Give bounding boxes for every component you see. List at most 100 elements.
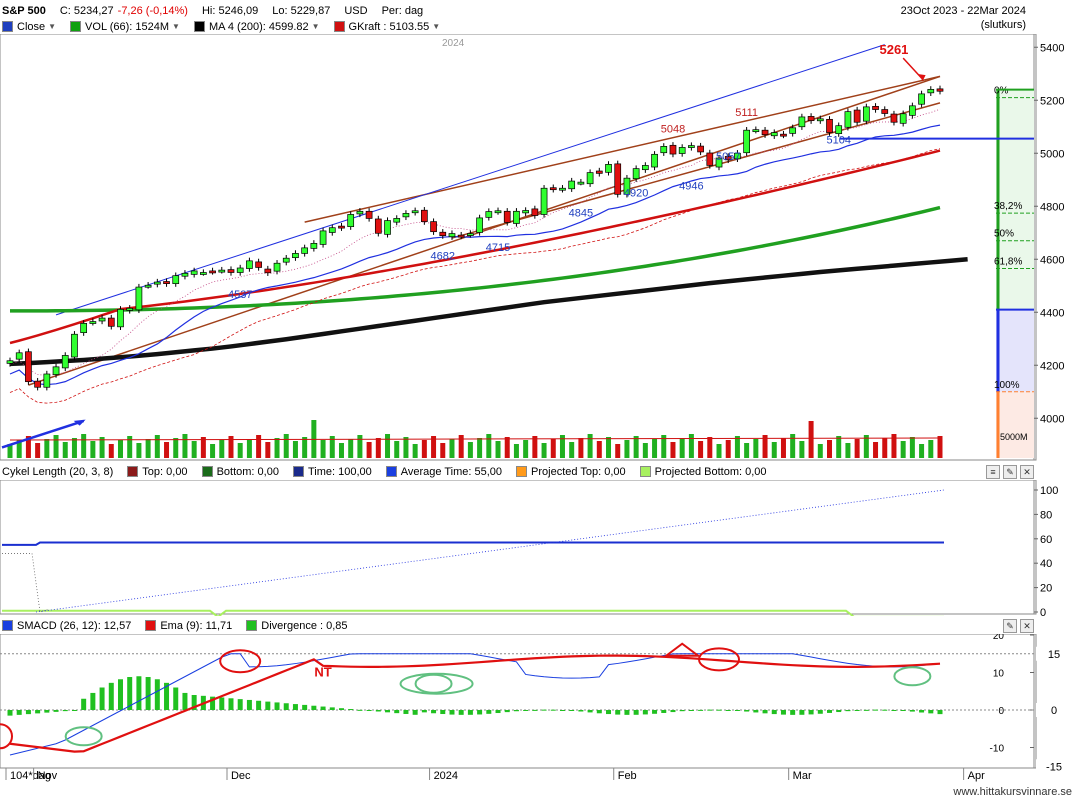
histogram-bar bbox=[81, 698, 87, 710]
wrench-icon[interactable]: ✎ bbox=[1003, 619, 1017, 633]
histogram-bar bbox=[698, 709, 704, 711]
candle bbox=[402, 213, 410, 218]
wrench-icon[interactable]: ✎ bbox=[1003, 465, 1017, 479]
volume-bar bbox=[486, 434, 492, 458]
price-chart[interactable]: 4000 4200 4400 4600 4800 5000 5200 5400 2024 0% 38… bbox=[0, 34, 1080, 462]
histogram-bar bbox=[928, 710, 934, 714]
volume-bar bbox=[357, 435, 363, 458]
volume-bar bbox=[449, 439, 455, 458]
legend-swatch bbox=[193, 21, 205, 32]
histogram-bar bbox=[385, 710, 391, 713]
histogram-bar bbox=[578, 710, 584, 712]
histogram-bar bbox=[790, 710, 796, 715]
histogram-bar bbox=[854, 710, 860, 711]
candle bbox=[144, 284, 152, 288]
volume-bar bbox=[495, 441, 501, 458]
volume-bar bbox=[53, 435, 59, 458]
candle bbox=[218, 269, 226, 273]
footer-url[interactable]: www.hittakursvinnare.se bbox=[953, 786, 1072, 798]
legend-close[interactable]: Close ▼ bbox=[2, 21, 56, 33]
legend-projected-bottom: Projected Bottom: 0,00 bbox=[639, 466, 767, 478]
value-badge-text: -15 bbox=[1046, 761, 1062, 773]
histogram-bar bbox=[762, 710, 768, 714]
cycle-panel[interactable]: 100 80 60 40 20 0 bbox=[0, 480, 1080, 616]
histogram-bar bbox=[523, 710, 529, 711]
quote-row: S&P 500 C: 5234,27 -7,26 (-0,14%) Hi: 52… bbox=[2, 3, 437, 18]
volume-bar bbox=[513, 444, 519, 458]
red-triangle bbox=[663, 642, 702, 657]
candle bbox=[448, 233, 456, 238]
chevron-down-icon[interactable]: ▼ bbox=[48, 22, 57, 31]
change-value: -7,26 (-0,14%) bbox=[117, 4, 188, 17]
histogram-bar bbox=[421, 710, 427, 713]
candle bbox=[540, 187, 548, 215]
volume-bar bbox=[467, 442, 473, 458]
candle bbox=[209, 270, 216, 274]
candle bbox=[25, 351, 32, 383]
close-icon[interactable]: ✕ bbox=[1020, 465, 1034, 479]
chevron-down-icon[interactable]: ▼ bbox=[172, 22, 180, 31]
volume-bar bbox=[329, 436, 335, 458]
legend-volume[interactable]: VOL (66): 1524M ▼ bbox=[70, 21, 180, 33]
period-label: Per: dag bbox=[381, 4, 424, 17]
volume-bar bbox=[707, 437, 713, 458]
x-axis-label: Nov bbox=[38, 770, 58, 782]
legend-ma[interactable]: MA 4 (200): 4599.82 ▼ bbox=[193, 21, 320, 33]
histogram-bar bbox=[302, 704, 308, 710]
histogram-bar bbox=[348, 709, 354, 711]
legend-ema: Ema (9): 11,71 bbox=[145, 620, 232, 632]
volume-bar bbox=[606, 437, 612, 458]
price-arrow-head bbox=[918, 74, 926, 82]
chevron-down-icon[interactable]: ▼ bbox=[311, 22, 320, 31]
symbol-label: S&P 500 bbox=[2, 4, 46, 17]
year-marker: 2024 bbox=[442, 38, 465, 49]
volume-bar bbox=[504, 437, 510, 458]
chevron-down-icon[interactable]: ▼ bbox=[432, 22, 441, 31]
volume-bar bbox=[7, 444, 13, 458]
histogram-bar bbox=[624, 710, 630, 715]
price-label: 4715 bbox=[486, 242, 510, 254]
candle bbox=[918, 93, 925, 105]
volume-bar bbox=[900, 441, 906, 458]
candle bbox=[273, 262, 281, 272]
histogram-bar bbox=[495, 710, 501, 714]
histogram-bar bbox=[53, 710, 59, 712]
candle bbox=[61, 355, 69, 369]
close-icon[interactable]: ✕ bbox=[1020, 619, 1034, 633]
macd-toolbar: ✎ ✕ bbox=[1003, 619, 1034, 633]
histogram-bar bbox=[688, 710, 694, 711]
smacd-line bbox=[9, 653, 941, 756]
fib-label: 50% bbox=[994, 229, 1014, 240]
candle bbox=[780, 133, 787, 137]
candle bbox=[153, 281, 161, 285]
histogram-bar bbox=[136, 676, 142, 710]
candle bbox=[301, 247, 309, 254]
candle bbox=[697, 145, 704, 153]
price-label: 5261 bbox=[879, 42, 908, 57]
volume-bar bbox=[734, 436, 740, 458]
candle bbox=[384, 220, 391, 235]
histogram-bar bbox=[467, 710, 473, 715]
histogram-bar bbox=[661, 710, 667, 713]
histogram-bar bbox=[71, 710, 77, 711]
x-axis-label: Mar bbox=[793, 770, 812, 782]
table-icon[interactable]: ≡ bbox=[986, 465, 1000, 479]
green-ellipse bbox=[893, 666, 932, 687]
volume-bar bbox=[274, 438, 280, 458]
candle bbox=[688, 145, 695, 148]
histogram-bar bbox=[431, 710, 437, 714]
volume-bar bbox=[302, 437, 308, 458]
volume-bar bbox=[338, 443, 344, 458]
histogram-bar bbox=[256, 700, 262, 710]
legend-gkraft[interactable]: GKraft : 5103.55 ▼ bbox=[333, 21, 441, 33]
candle bbox=[338, 225, 345, 229]
fib-label: 100% bbox=[994, 380, 1020, 391]
legend-divergence: Divergence : 0,85 bbox=[246, 620, 348, 632]
candle bbox=[365, 210, 373, 219]
value-badge-text: 15 bbox=[1048, 649, 1060, 661]
histogram-bar bbox=[35, 710, 41, 714]
histogram-bar bbox=[799, 710, 805, 715]
volume-bar bbox=[698, 441, 704, 458]
volume-bar bbox=[431, 436, 437, 458]
